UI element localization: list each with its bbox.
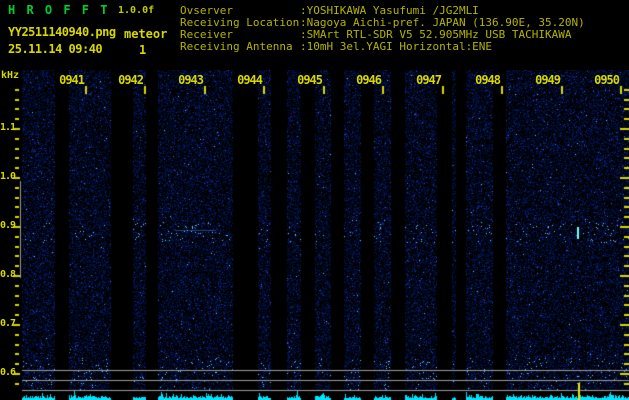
freq-axis-label: 0.9 <box>0 220 16 231</box>
info-row-observer: Ovserver :YOSHIKAWA Yasufumi /JG2MLI <box>180 5 585 17</box>
freq-unit-label: kHz <box>1 70 20 81</box>
station-info: Ovserver :YOSHIKAWA Yasufumi /JG2MLI Rece… <box>180 5 585 53</box>
mode-label: meteor <box>124 27 168 41</box>
info-label: Receiving Antenna <box>180 40 293 53</box>
info-value: :YOSHIKAWA Yasufumi /JG2MLI <box>300 4 479 17</box>
time-axis-label: 0941 <box>59 73 85 87</box>
app-version: 1.0.0f <box>118 5 155 16</box>
info-label: Ovserver <box>180 4 233 17</box>
time-axis-label: 0945 <box>297 73 323 87</box>
meteor-count: 1 <box>139 43 147 57</box>
freq-axis-label: 0.7 <box>0 318 16 329</box>
info-label: Receiving Location <box>180 16 300 29</box>
spectrogram-canvas <box>0 70 629 400</box>
time-axis-label: 0944 <box>237 73 263 87</box>
time-axis-label: 0943 <box>178 73 204 87</box>
time-axis-label: 0947 <box>416 73 442 87</box>
info-value: :Nagoya Aichi-pref. JAPAN (136.90E, 35.2… <box>300 16 585 29</box>
info-row-antenna: Receiving Antenna :10mH 3el.YAGI Horizont… <box>180 41 585 53</box>
freq-axis-label: 1.0 <box>0 171 16 182</box>
info-value: :10mH 3el.YAGI Horizontal:ENE <box>300 40 493 53</box>
time-axis-label: 0950 <box>594 73 620 87</box>
info-value: :SMArt RTL-SDR V5 52.905MHz USB TACHIKAW… <box>300 28 572 41</box>
output-filename: YY2511140940.png <box>8 25 116 39</box>
freq-axis-label: 0.8 <box>0 269 16 280</box>
time-axis-label: 0949 <box>535 73 561 87</box>
time-axis-label: 0948 <box>475 73 501 87</box>
freq-axis-label: 0.6 <box>0 367 16 378</box>
info-row-receiver: Receiver :SMArt RTL-SDR V5 52.905MHz USB … <box>180 29 585 41</box>
datetime-label: 25.11.14 09:40 <box>8 42 103 56</box>
time-axis-label: 0946 <box>356 73 382 87</box>
time-axis-label: 0942 <box>118 73 144 87</box>
freq-axis-label: 1.1 <box>0 122 16 133</box>
info-label: Receiver <box>180 28 233 41</box>
info-row-location: Receiving Location:Nagoya Aichi-pref. JA… <box>180 17 585 29</box>
app-title: H R O F F T <box>8 3 110 17</box>
